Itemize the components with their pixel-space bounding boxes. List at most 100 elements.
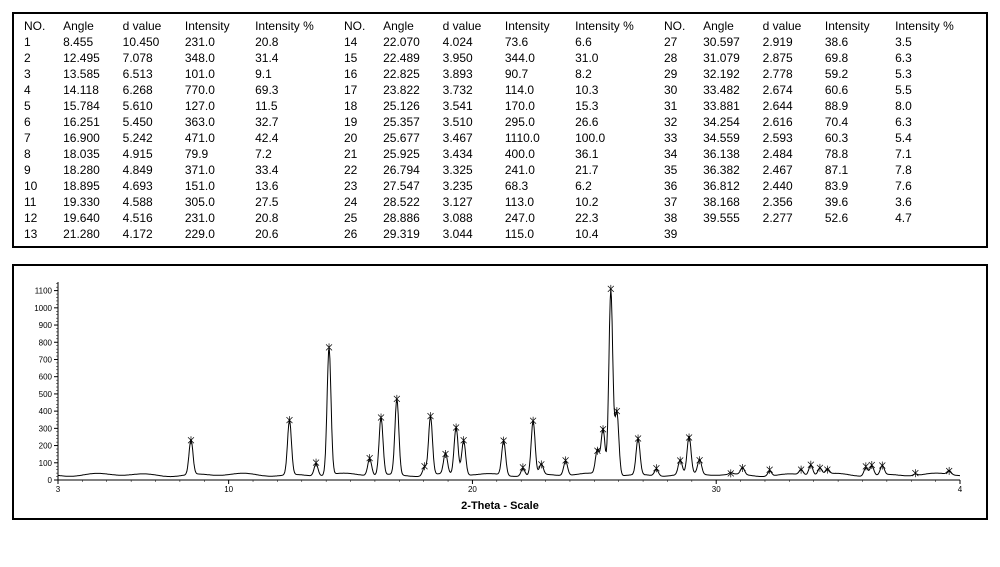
peak-marker-icon <box>697 456 703 464</box>
cell-d: 2.875 <box>759 50 821 66</box>
cell-no: 17 <box>340 82 379 98</box>
cell-angle: 16.251 <box>59 114 119 130</box>
cell-pct: 6.3 <box>891 50 980 66</box>
table-row: 1018.8954.693151.013.6 <box>20 178 340 194</box>
cell-pct: 69.3 <box>251 82 340 98</box>
cell-int: 115.0 <box>501 226 571 242</box>
cell-d: 2.277 <box>759 210 821 226</box>
header-pct: Intensity % <box>571 18 660 34</box>
cell-angle: 32.192 <box>699 66 759 82</box>
svg-text:900: 900 <box>39 321 53 330</box>
x-axis-label: 2-Theta - Scale <box>24 500 976 512</box>
table-row: 2629.3193.044115.010.4 <box>340 226 660 242</box>
table-row: 212.4957.078348.031.4 <box>20 50 340 66</box>
xrd-peak-table: NO. Angle d value Intensity Intensity % … <box>12 12 988 248</box>
cell-pct: 5.5 <box>891 82 980 98</box>
cell-d: 5.610 <box>119 98 181 114</box>
cell-pct: 11.5 <box>251 98 340 114</box>
cell-pct: 36.1 <box>571 146 660 162</box>
cell-no: 26 <box>340 226 379 242</box>
cell-pct: 100.0 <box>571 130 660 146</box>
cell-no: 39 <box>660 226 699 242</box>
cell-d: 3.235 <box>439 178 501 194</box>
cell-angle: 34.559 <box>699 130 759 146</box>
cell-angle: 19.640 <box>59 210 119 226</box>
cell-pct: 20.8 <box>251 210 340 226</box>
cell-int: 113.0 <box>501 194 571 210</box>
cell-int: 38.6 <box>821 34 891 50</box>
cell-no: 34 <box>660 146 699 162</box>
cell-no: 35 <box>660 162 699 178</box>
header-d: d value <box>119 18 181 34</box>
cell-d: 2.674 <box>759 82 821 98</box>
cell-d: 2.593 <box>759 130 821 146</box>
cell-d: 3.950 <box>439 50 501 66</box>
cell-no: 2 <box>20 50 59 66</box>
cell-pct: 3.5 <box>891 34 980 50</box>
table-row: 818.0354.91579.97.2 <box>20 146 340 162</box>
cell-int: 88.9 <box>821 98 891 114</box>
cell-int: 60.3 <box>821 130 891 146</box>
peak-marker-icon <box>869 461 875 469</box>
cell-int: 241.0 <box>501 162 571 178</box>
svg-text:800: 800 <box>39 338 53 347</box>
cell-pct: 10.2 <box>571 194 660 210</box>
cell-int: 344.0 <box>501 50 571 66</box>
table-row: 3536.3822.46787.17.8 <box>660 162 980 178</box>
header-no: NO. <box>660 18 699 34</box>
peak-marker-icon <box>520 463 526 471</box>
cell-int: 229.0 <box>181 226 251 242</box>
cell-int: 83.9 <box>821 178 891 194</box>
cell-angle: 13.585 <box>59 66 119 82</box>
cell-no: 11 <box>20 194 59 210</box>
cell-angle: 34.254 <box>699 114 759 130</box>
cell-pct: 22.3 <box>571 210 660 226</box>
cell-d: 4.516 <box>119 210 181 226</box>
table-row: 3334.5592.59360.35.4 <box>660 130 980 146</box>
table-row: 3033.4822.67460.65.5 <box>660 82 980 98</box>
cell-pct: 6.2 <box>571 178 660 194</box>
cell-angle: 31.079 <box>699 50 759 66</box>
cell-d: 4.588 <box>119 194 181 210</box>
cell-pct: 20.8 <box>251 34 340 50</box>
table-header-row: NO. Angle d value Intensity Intensity % <box>660 18 980 34</box>
cell-d: 2.778 <box>759 66 821 82</box>
cell-d: 6.268 <box>119 82 181 98</box>
cell-pct: 6.6 <box>571 34 660 50</box>
table-row: 1825.1263.541170.015.3 <box>340 98 660 114</box>
cell-int: 59.2 <box>821 66 891 82</box>
svg-text:3: 3 <box>56 485 61 494</box>
table-row: 2730.5972.91938.63.5 <box>660 34 980 50</box>
cell-angle: 12.495 <box>59 50 119 66</box>
cell-angle: 8.455 <box>59 34 119 50</box>
svg-text:20: 20 <box>468 485 477 494</box>
header-angle: Angle <box>59 18 119 34</box>
cell-angle: 22.489 <box>379 50 439 66</box>
table-row: 1119.3304.588305.027.5 <box>20 194 340 210</box>
cell-no: 3 <box>20 66 59 82</box>
header-int: Intensity <box>821 18 891 34</box>
cell-no: 30 <box>660 82 699 98</box>
cell-int: 151.0 <box>181 178 251 194</box>
cell-int: 231.0 <box>181 210 251 226</box>
cell-pct: 7.1 <box>891 146 980 162</box>
cell-d: 2.467 <box>759 162 821 178</box>
cell-d: 5.242 <box>119 130 181 146</box>
cell-d: 3.893 <box>439 66 501 82</box>
header-no: NO. <box>340 18 379 34</box>
cell-no: 8 <box>20 146 59 162</box>
cell-d: 4.915 <box>119 146 181 162</box>
cell-int: 52.6 <box>821 210 891 226</box>
peak-marker-icon <box>378 414 384 422</box>
cell-d: 5.450 <box>119 114 181 130</box>
cell-no: 25 <box>340 210 379 226</box>
cell-angle: 33.482 <box>699 82 759 98</box>
cell-angle: 18.035 <box>59 146 119 162</box>
peak-marker-icon <box>686 433 692 441</box>
cell-no: 31 <box>660 98 699 114</box>
cell-pct: 8.0 <box>891 98 980 114</box>
table-row: 1925.3573.510295.026.6 <box>340 114 660 130</box>
header-angle: Angle <box>379 18 439 34</box>
cell-angle: 26.794 <box>379 162 439 178</box>
cell-pct: 9.1 <box>251 66 340 82</box>
